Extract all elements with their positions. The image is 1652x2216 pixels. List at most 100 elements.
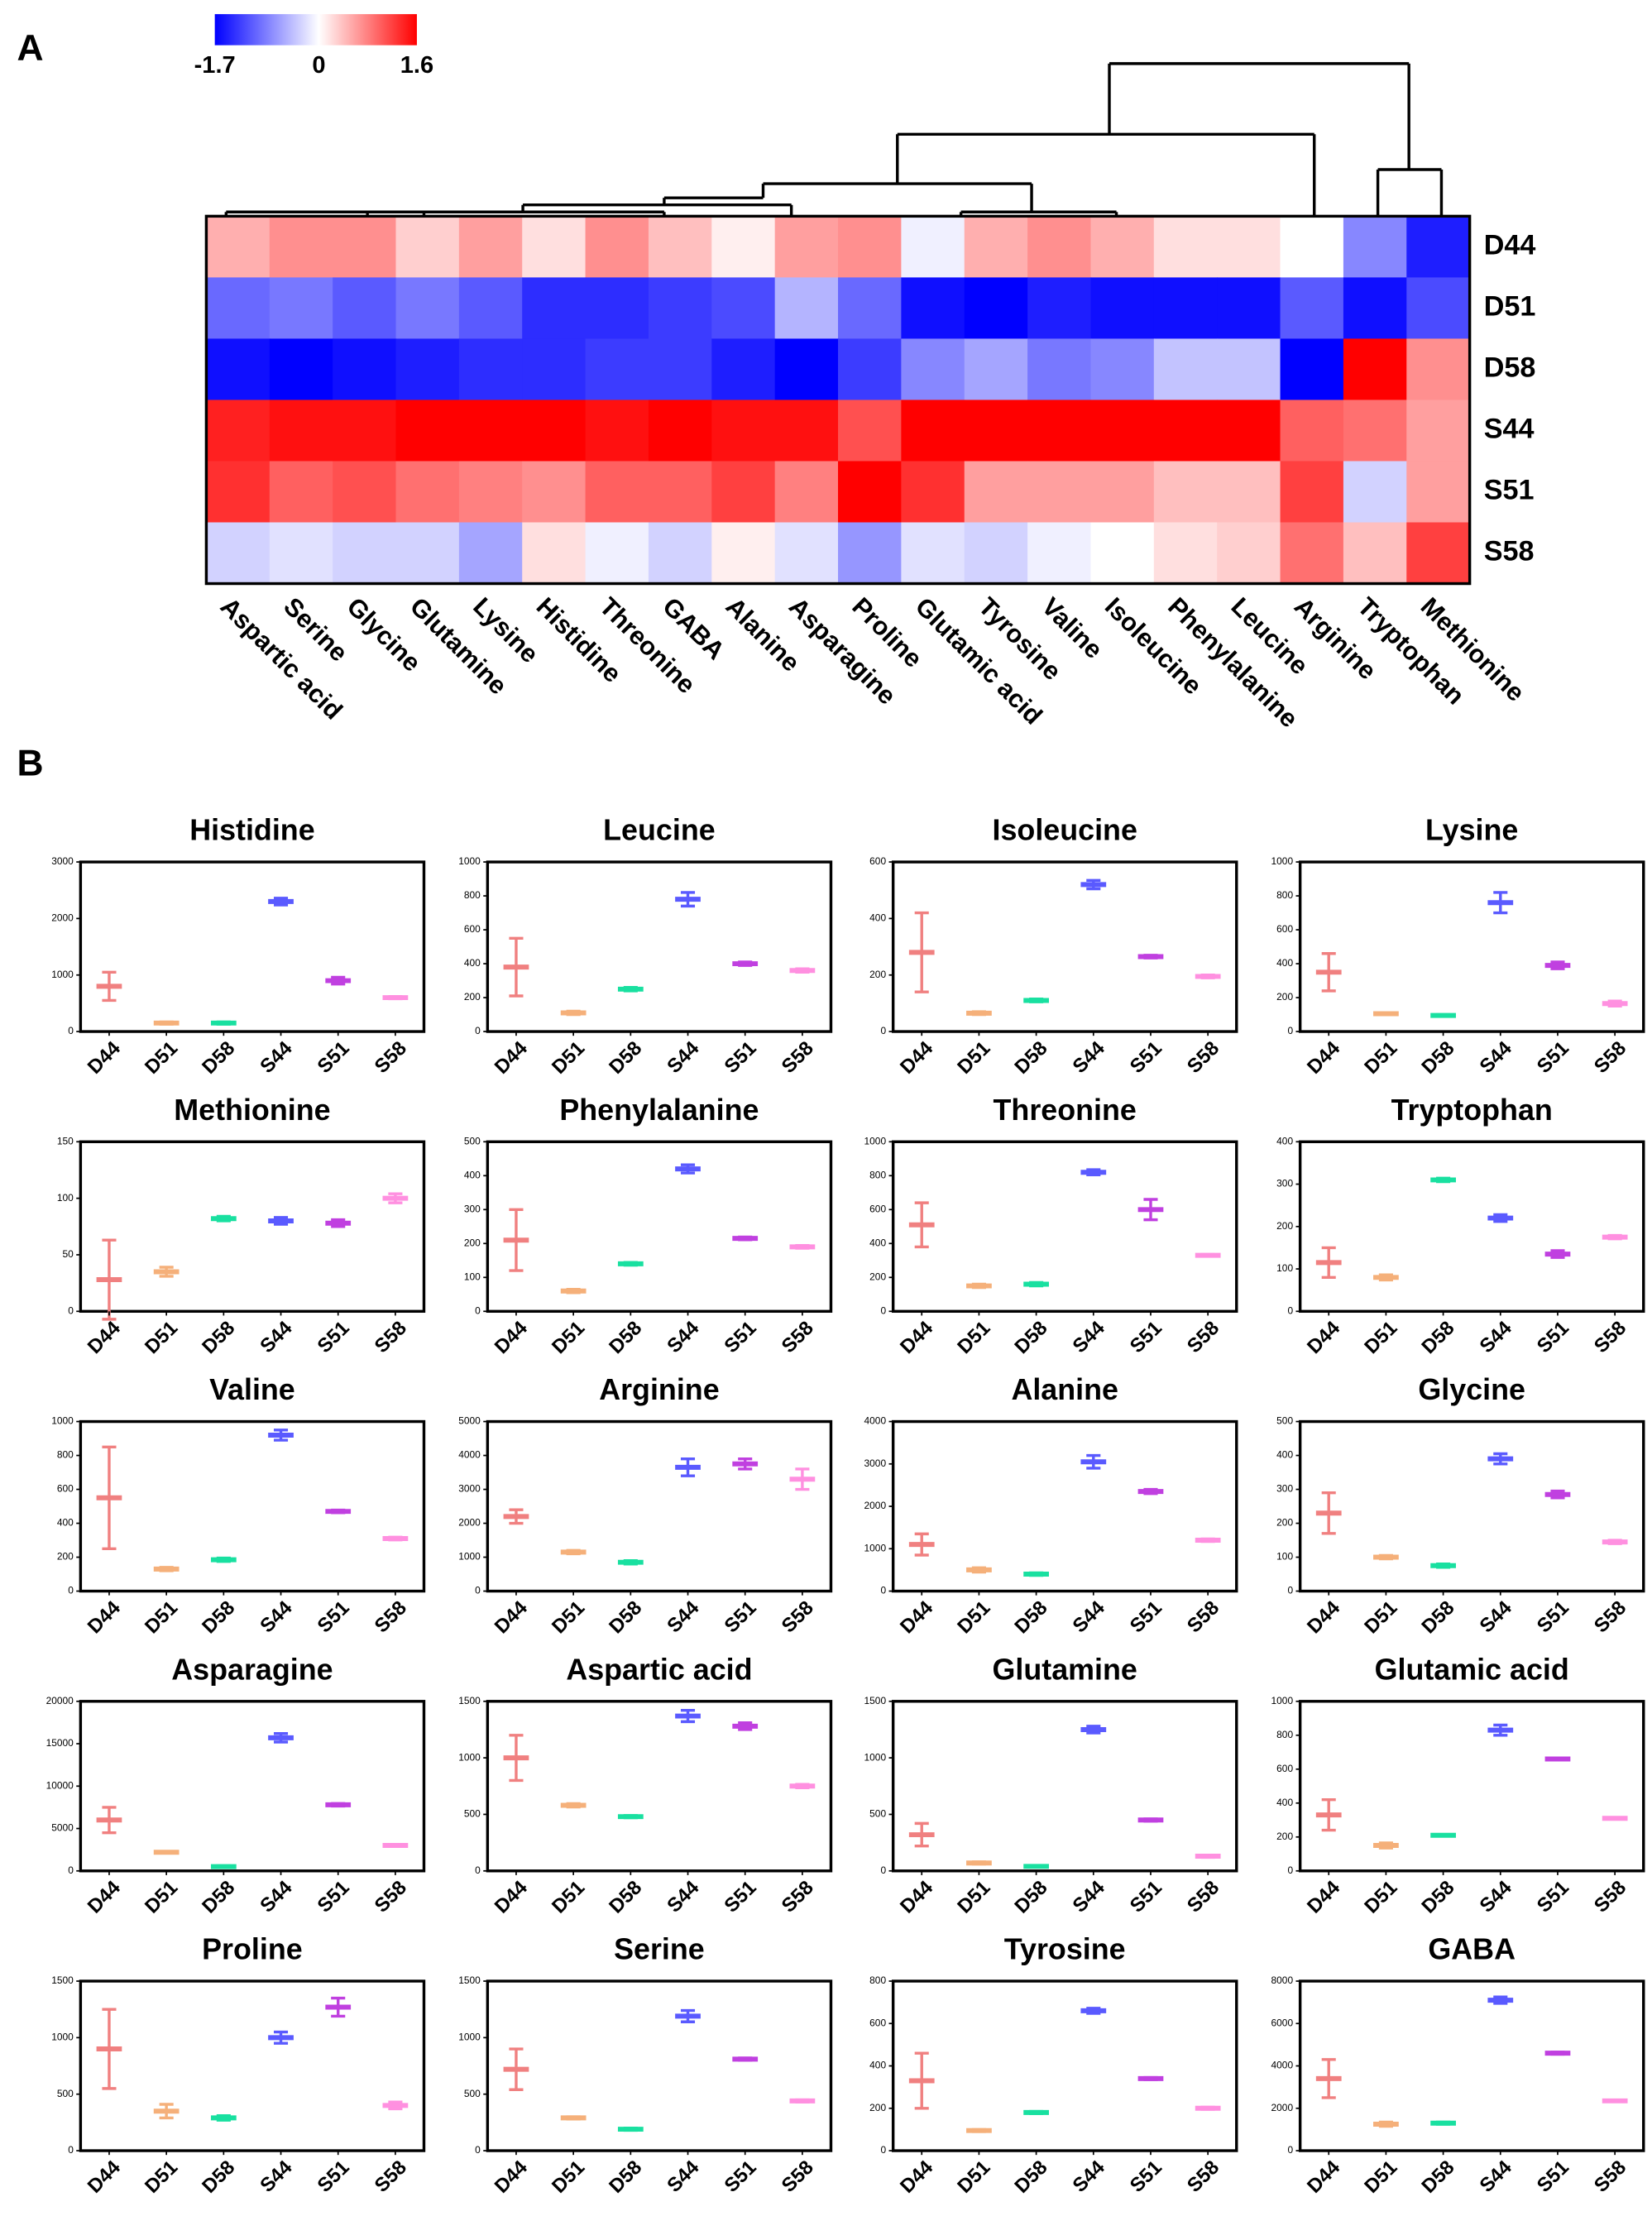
heat-cell xyxy=(1343,461,1408,524)
heat-cell xyxy=(333,522,397,585)
heat-cell xyxy=(648,277,713,340)
heat-cell xyxy=(1027,277,1092,340)
heat-cell xyxy=(1217,216,1281,279)
heat-cell xyxy=(585,400,649,462)
y-tick-label: 800 xyxy=(1276,889,1293,901)
y-tick-label: 1000 xyxy=(864,1751,887,1763)
x-tick-label: S44 xyxy=(1069,2156,1110,2197)
y-tick-label: 4000 xyxy=(458,1449,481,1461)
y-tick-label: 800 xyxy=(57,1449,74,1461)
heat-cell xyxy=(1090,277,1155,340)
y-tick-label: 1000 xyxy=(458,855,481,867)
x-tick-label: S58 xyxy=(778,2156,818,2197)
heat-cell xyxy=(206,522,271,585)
y-tick-label: 100 xyxy=(57,1192,74,1204)
x-tick-label: S58 xyxy=(371,1876,411,1917)
heat-cell xyxy=(901,461,965,524)
heat-cell xyxy=(395,277,460,340)
x-tick-label: D58 xyxy=(1417,1876,1458,1917)
chart-title: Valine xyxy=(209,1373,295,1406)
heat-cell xyxy=(395,461,460,524)
x-tick-label: S51 xyxy=(1533,1596,1573,1637)
plot-frame xyxy=(486,1140,833,1314)
heat-cell xyxy=(774,522,839,585)
chart-title: Proline xyxy=(202,1933,303,1966)
plot-frame xyxy=(891,1979,1238,2152)
x-tick-label: D51 xyxy=(953,2156,994,2198)
heat-cell xyxy=(1153,400,1219,462)
x-tick-label: S51 xyxy=(720,2156,760,2197)
row-label: S44 xyxy=(1484,413,1535,444)
plot-frame xyxy=(79,860,426,1033)
heat-cell xyxy=(774,338,839,401)
x-tick-label: D58 xyxy=(198,1317,239,1358)
heat-cell xyxy=(964,461,1028,524)
x-tick-label: D58 xyxy=(605,1037,646,1079)
x-tick-label: S58 xyxy=(778,1317,818,1357)
plot-frame xyxy=(79,1700,426,1873)
x-tick-label: D58 xyxy=(198,1596,239,1638)
x-tick-label: S51 xyxy=(720,1317,760,1357)
x-tick-label: D44 xyxy=(491,1036,533,1079)
heat-cell xyxy=(711,400,776,462)
heat-cell xyxy=(1090,461,1155,524)
heat-cell xyxy=(395,338,460,401)
x-tick-label: D44 xyxy=(491,1876,533,1918)
heat-cell xyxy=(648,461,713,524)
colorbar-tick-label: 0 xyxy=(312,52,325,79)
heat-cell xyxy=(333,400,397,462)
y-tick-label: 200 xyxy=(464,1237,481,1248)
heat-cell xyxy=(1153,338,1219,401)
y-tick-label: 1000 xyxy=(864,1542,887,1553)
y-tick-label: 1500 xyxy=(51,1974,74,1986)
scaled-root: A B D44 D51 D58 S44 S51 S58 Aspartic acid Serin… xyxy=(17,14,1645,2198)
x-tick-label: D58 xyxy=(198,1037,239,1079)
heat-cell xyxy=(1090,216,1155,279)
heat-cell xyxy=(1027,216,1092,279)
x-tick-label: S44 xyxy=(256,1317,297,1358)
heat-cell xyxy=(1217,338,1281,401)
y-tick-label: 4000 xyxy=(864,1415,887,1427)
y-tick-label: 200 xyxy=(57,1551,74,1563)
plot-frame xyxy=(79,1419,426,1593)
x-tick-label: S58 xyxy=(1590,1037,1630,1078)
y-tick-label: 0 xyxy=(880,1864,886,1876)
heat-cell xyxy=(838,338,903,401)
heat-cell xyxy=(774,277,839,340)
x-tick-label: D58 xyxy=(198,2156,239,2198)
plot-frame xyxy=(891,860,1238,1033)
x-tick-label: D44 xyxy=(84,2156,126,2198)
x-tick-label: S58 xyxy=(1590,2156,1630,2197)
x-tick-label: S58 xyxy=(1183,1596,1223,1637)
y-tick-label: 200 xyxy=(464,991,481,1003)
heat-cell xyxy=(964,216,1028,279)
heat-cell xyxy=(269,461,333,524)
heat-cell xyxy=(1027,400,1092,462)
heat-cell xyxy=(269,522,333,585)
heat-cell xyxy=(1090,522,1155,585)
heat-cell xyxy=(1153,277,1219,340)
heat-cell xyxy=(458,461,524,524)
y-tick-label: 600 xyxy=(869,855,886,867)
x-tick-label: D58 xyxy=(198,1876,239,1917)
y-tick-label: 800 xyxy=(869,1974,886,1986)
y-tick-label: 0 xyxy=(475,2144,481,2156)
heat-cell xyxy=(1280,461,1344,524)
heat-cell xyxy=(1280,277,1344,340)
row-label: D58 xyxy=(1484,352,1536,383)
y-tick-label: 400 xyxy=(869,2060,886,2071)
chart-title: GABA xyxy=(1428,1933,1516,1966)
y-tick-label: 600 xyxy=(1276,1763,1293,1774)
x-tick-label: D58 xyxy=(605,1876,646,1917)
y-tick-label: 1000 xyxy=(864,1135,887,1146)
x-tick-label: D44 xyxy=(84,1036,126,1079)
x-tick-label: S58 xyxy=(371,1317,411,1357)
x-tick-label: S44 xyxy=(1476,1317,1517,1358)
heat-cell xyxy=(585,338,649,401)
x-tick-label: S44 xyxy=(663,1596,704,1638)
y-tick-label: 800 xyxy=(1276,1729,1293,1740)
x-tick-label: D51 xyxy=(1360,1596,1401,1638)
y-tick-label: 0 xyxy=(880,1304,886,1316)
x-tick-label: D44 xyxy=(896,1317,938,1359)
y-tick-label: 300 xyxy=(1276,1178,1293,1189)
